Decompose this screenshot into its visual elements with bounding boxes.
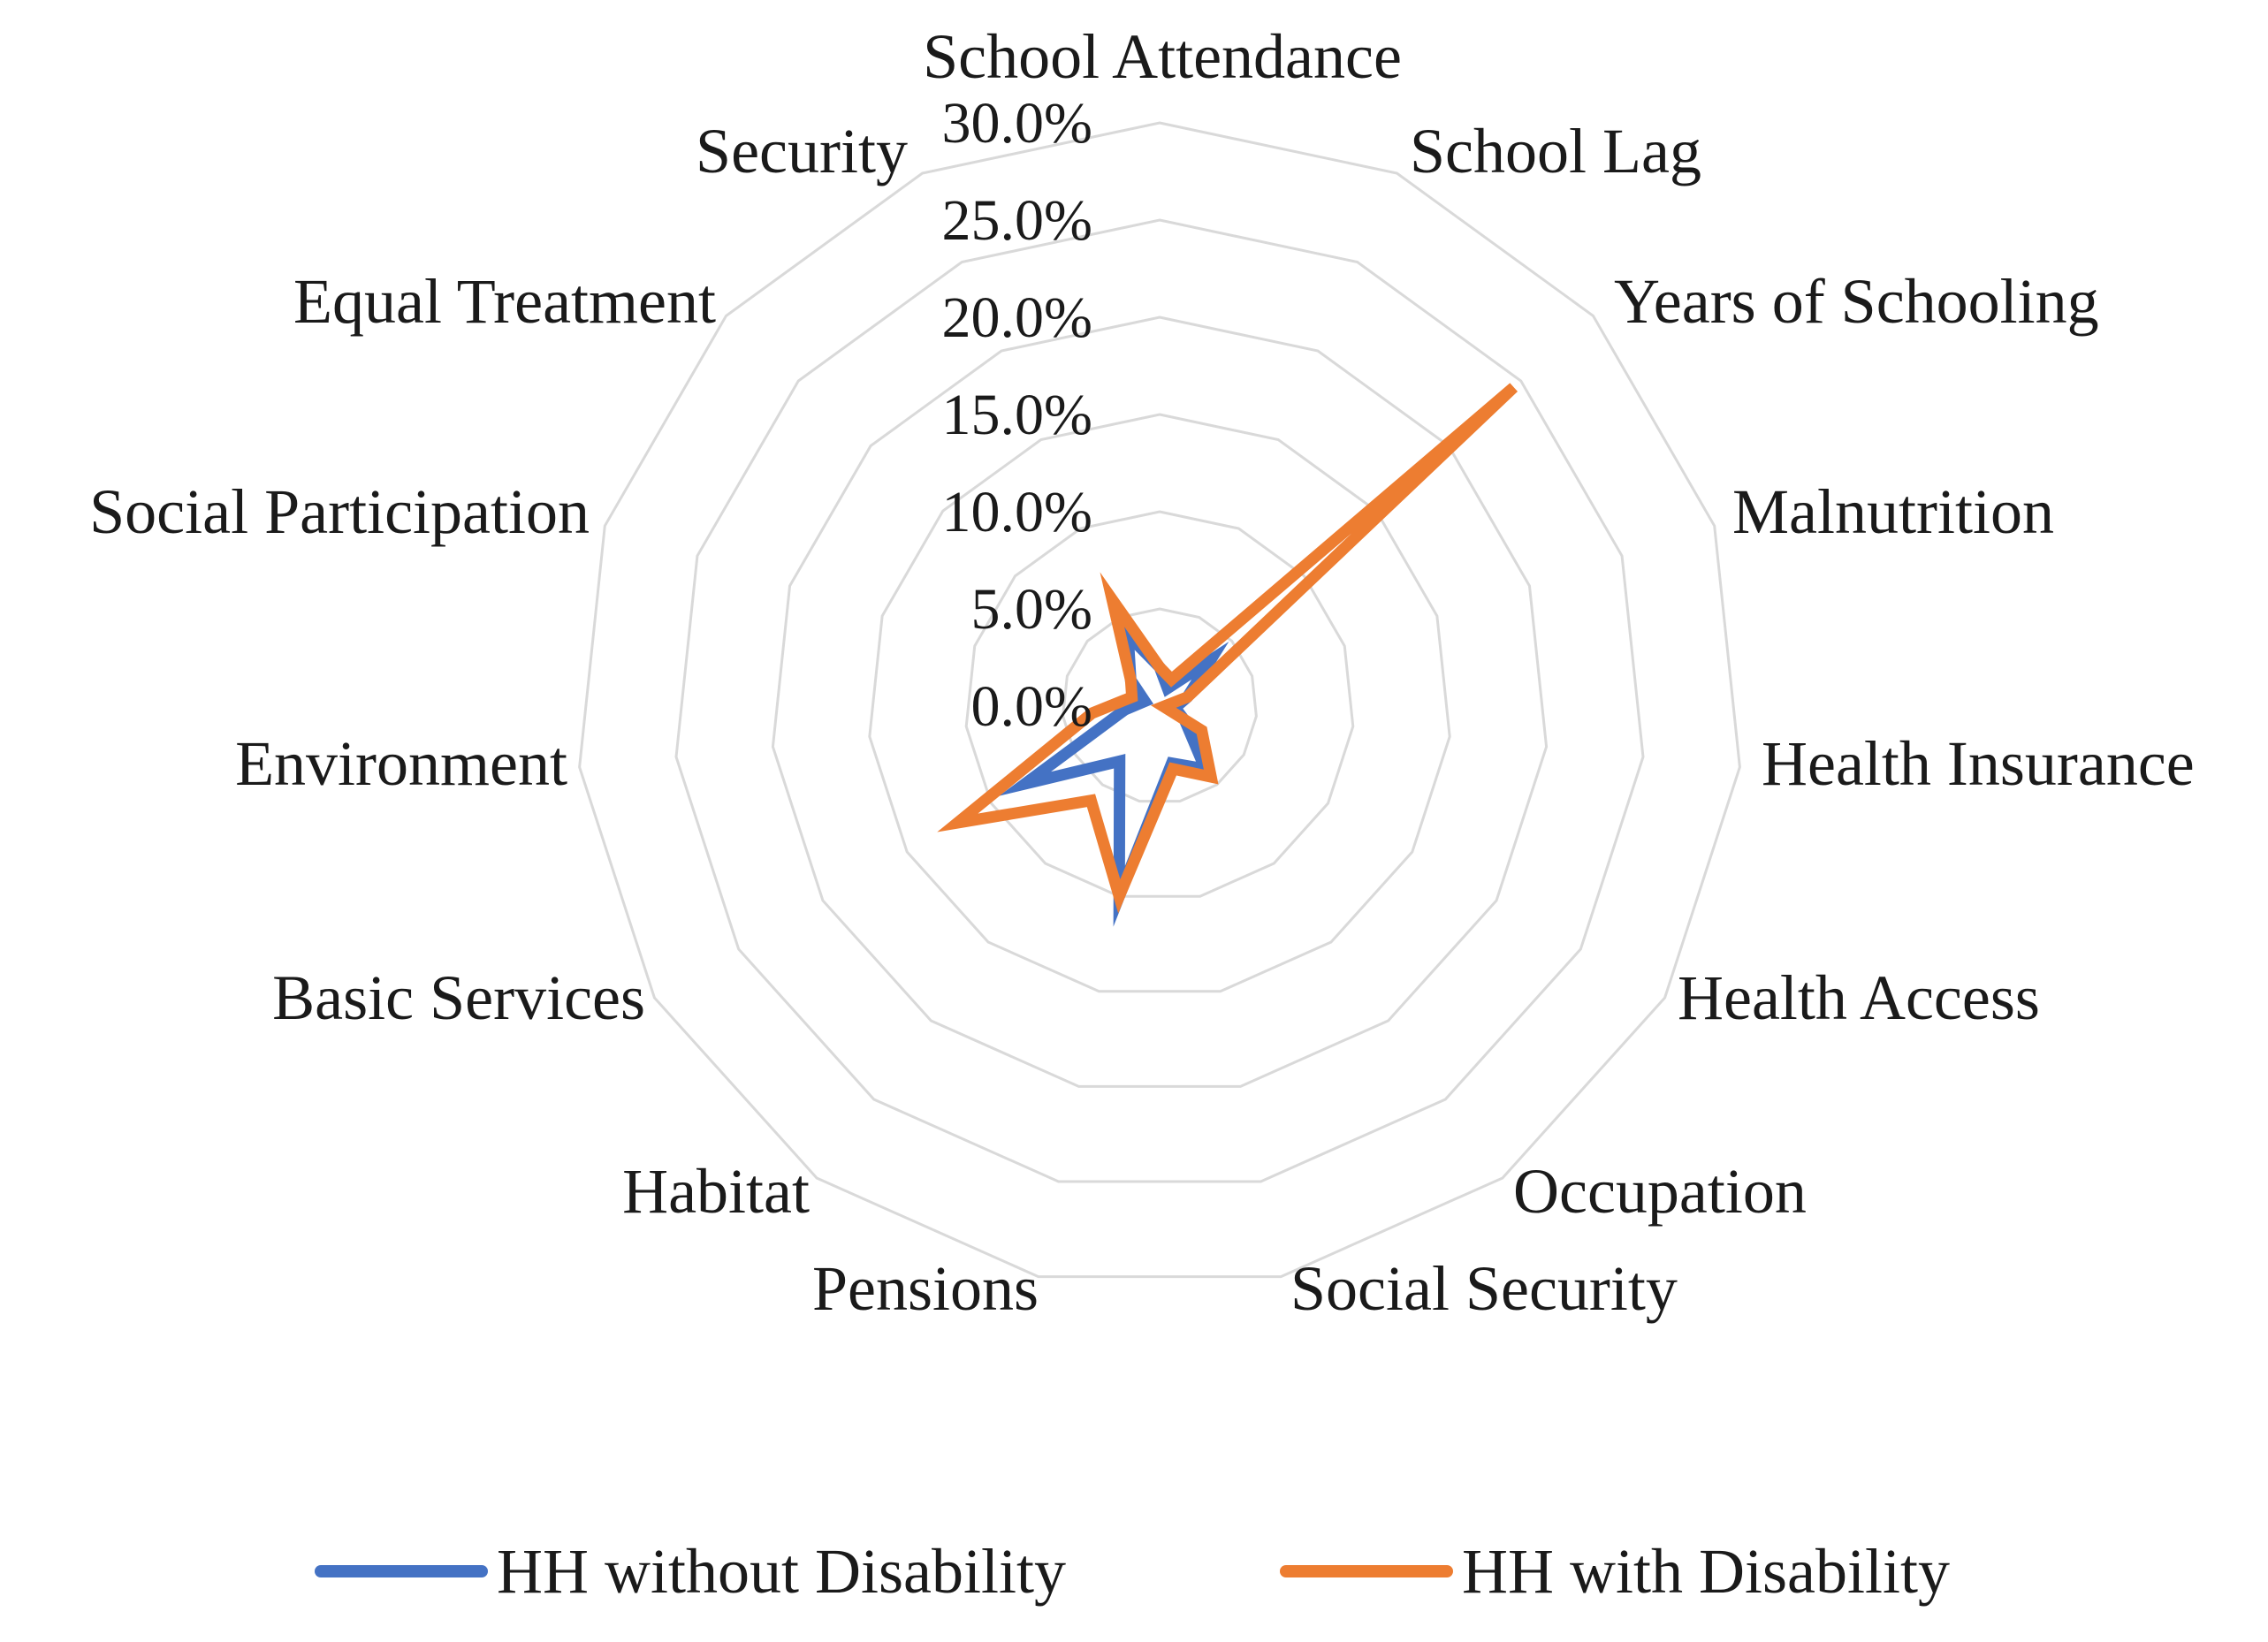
grid-rings <box>578 121 1741 1279</box>
category-label: Years of Schooling <box>1614 266 2099 337</box>
tick-label: 30.0% <box>942 91 1092 156</box>
legend: HH without Disability HH with Disability <box>315 1536 1950 1607</box>
tick-label: 20.0% <box>942 285 1092 350</box>
series-lines <box>937 383 1518 927</box>
grid-ring <box>674 218 1645 1183</box>
category-label: School Lag <box>1410 116 1701 186</box>
category-label: Social Participation <box>89 476 590 547</box>
category-label: Habitat <box>622 1156 810 1227</box>
category-label: Equal Treatment <box>293 266 716 337</box>
category-label: Pensions <box>812 1253 1039 1324</box>
tick-label: 0.0% <box>971 674 1092 739</box>
grid-ring <box>964 510 1355 898</box>
category-label: Health Access <box>1678 962 2040 1033</box>
radial-tick-labels: 0.0% 5.0% 10.0% 15.0% 20.0% 25.0% 30.0% <box>942 91 1092 739</box>
grid-ring <box>578 121 1741 1279</box>
category-label: Basic Services <box>272 962 645 1033</box>
tick-label: 15.0% <box>942 383 1092 447</box>
category-label: Social Security <box>1290 1253 1678 1324</box>
category-label: School Attendance <box>923 21 1402 92</box>
tick-label: 5.0% <box>971 577 1092 642</box>
series-line-with-disability <box>937 383 1518 914</box>
category-label: Security <box>696 116 908 186</box>
grid-ring <box>771 315 1549 1088</box>
category-label: Environment <box>235 728 567 799</box>
category-label: Occupation <box>1513 1156 1807 1227</box>
legend-label: HH without Disability <box>497 1536 1066 1607</box>
grid-ring <box>868 413 1451 993</box>
tick-label: 10.0% <box>942 480 1092 544</box>
legend-label: HH with Disability <box>1462 1536 1950 1607</box>
category-label: Malnutrition <box>1732 476 2054 547</box>
category-label: Health Insurance <box>1762 728 2195 799</box>
tick-label: 25.0% <box>942 188 1092 253</box>
